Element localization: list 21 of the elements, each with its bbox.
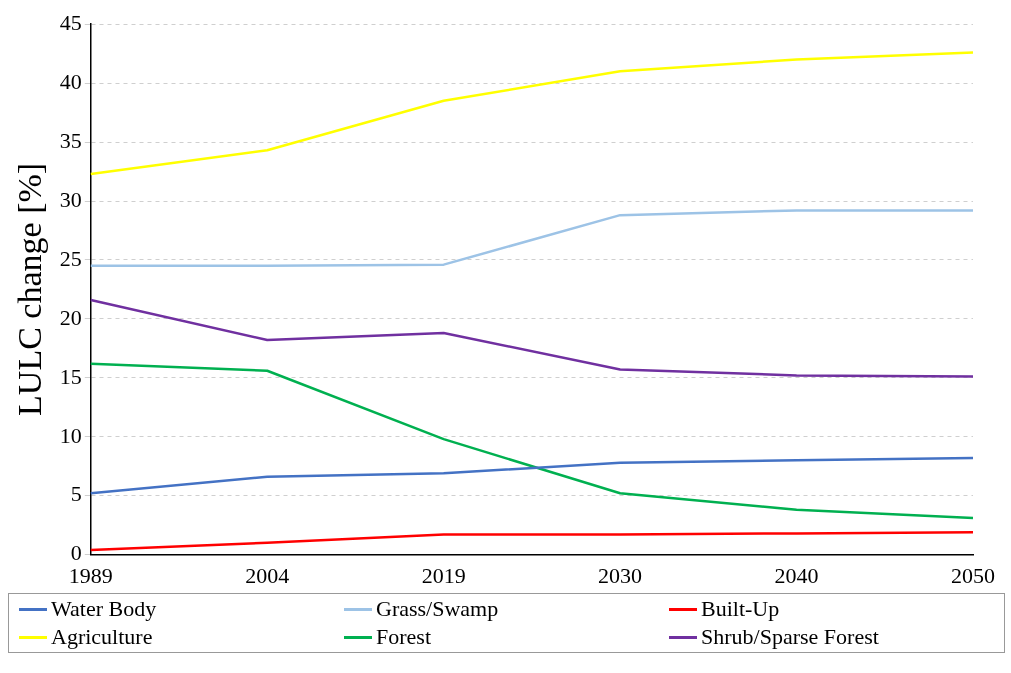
x-tick-label: 2004 [245, 562, 290, 588]
y-tick-label: 35 [59, 127, 82, 153]
y-axis-title: LULC change [%] [11, 162, 49, 416]
x-tick-label: 2030 [598, 562, 643, 588]
legend-label: Agriculture [51, 624, 153, 650]
y-tick-label: 30 [59, 186, 82, 212]
y-tick-label: 10 [59, 422, 82, 448]
x-tick-label: 2040 [774, 562, 819, 588]
y-tick-label: 25 [59, 245, 82, 271]
y-tick-label: 45 [59, 9, 82, 35]
x-tick-label: 2050 [951, 562, 995, 588]
legend-label: Shrub/Sparse Forest [701, 624, 879, 650]
legend-label: Built-Up [701, 596, 780, 622]
legend-label: Water Body [51, 596, 157, 622]
y-tick-label: 5 [70, 481, 82, 507]
x-tick-label: 2019 [421, 562, 466, 588]
legend-label: Forest [376, 624, 431, 650]
legend-label: Grass/Swamp [376, 596, 499, 622]
y-tick-label: 40 [59, 68, 82, 94]
y-tick-label: 20 [59, 304, 82, 330]
y-tick-label: 15 [59, 363, 82, 389]
